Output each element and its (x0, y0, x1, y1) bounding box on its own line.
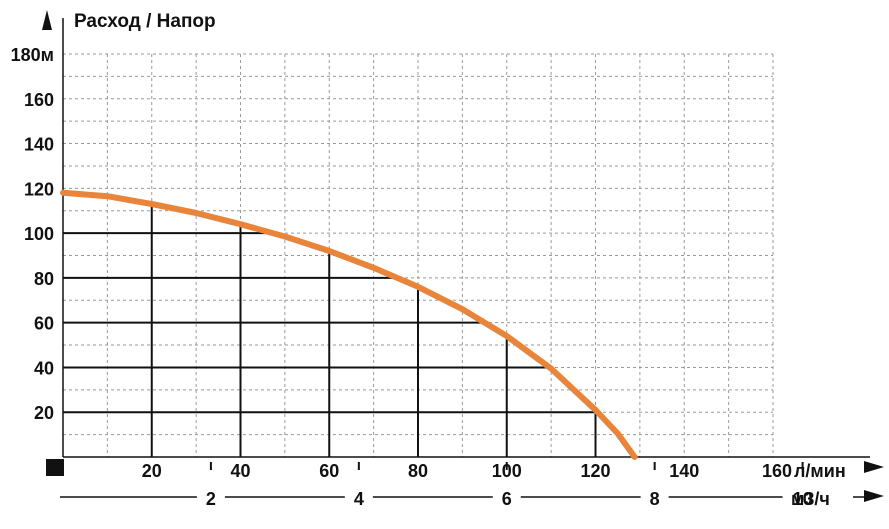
x-tick-label: 120 (580, 461, 610, 481)
chart-title: Расход / Напор (74, 11, 216, 32)
y-tick-label: 140 (24, 135, 54, 155)
y-tick-label: 60 (34, 314, 54, 334)
x2-tick-label: 4 (354, 489, 364, 509)
x-tick-label: 40 (230, 461, 250, 481)
axes (42, 10, 884, 502)
performance-curve (60, 189, 638, 460)
x-axis-unit-lpm: л/мин (794, 461, 846, 481)
y-tick-label: 160 (24, 90, 54, 110)
x-tick-label: 80 (408, 461, 428, 481)
y-tick-label: 100 (24, 224, 54, 244)
x-tick-label: 60 (319, 461, 339, 481)
y-tick-label: 120 (24, 179, 54, 199)
solid-grid (63, 204, 598, 457)
x2-axis-arrow (864, 490, 884, 502)
x2-tick-label: 8 (650, 489, 660, 509)
curve-layer (60, 189, 638, 460)
origin-marker (46, 459, 64, 476)
y-tick-label: 180м (11, 45, 54, 65)
x-axis-unit-m3h: м3/ч (791, 489, 830, 509)
labels: 20 40 60 80 100 120 140 160 180м 20 40 60 80 100 120 14… (11, 45, 813, 509)
y-tick-label: 80 (34, 269, 54, 289)
x2-tick-label: 2 (206, 489, 216, 509)
x-tick-label: 100 (492, 461, 522, 481)
x-tick-label: 140 (669, 461, 699, 481)
y-tick-label: 40 (34, 358, 54, 378)
x-tick-label: 20 (142, 461, 162, 481)
x2-tick-label: 10 (793, 489, 813, 509)
y-tick-label: 20 (34, 403, 54, 423)
x2-tick-label: 6 (502, 489, 512, 509)
y-axis-arrow (42, 10, 52, 30)
x-tick-label: 160 (762, 461, 792, 481)
x-axis-arrow (864, 461, 884, 473)
